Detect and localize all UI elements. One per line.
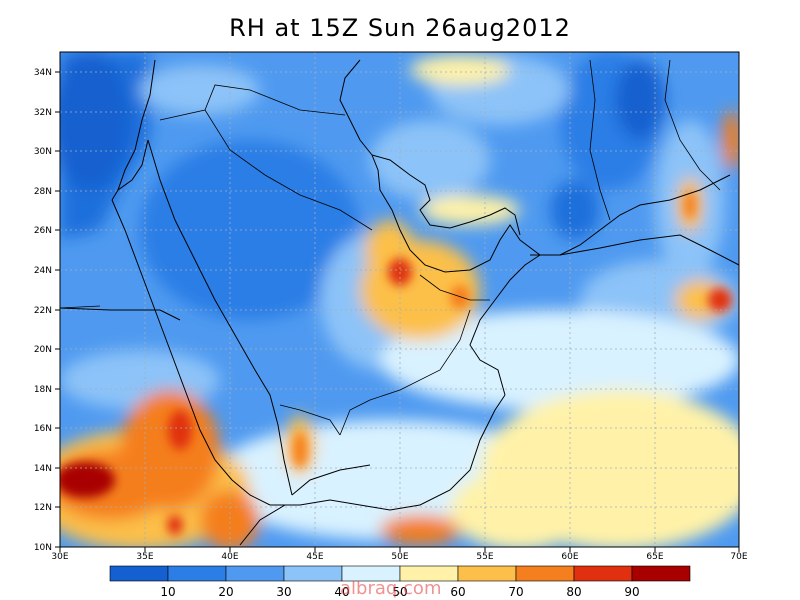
watermark: albraq.com bbox=[340, 578, 442, 599]
colorbar-swatch bbox=[631, 565, 691, 582]
lon-tick-label: 40E bbox=[221, 552, 238, 562]
colorbar-swatch bbox=[573, 565, 633, 582]
lat-tick-label: 28N bbox=[34, 187, 52, 197]
colorbar-label: 30 bbox=[276, 585, 291, 599]
lat-tick-label: 16N bbox=[34, 424, 52, 434]
lat-tick-label: 32N bbox=[34, 108, 52, 118]
lat-tick-label: 20N bbox=[34, 345, 52, 355]
colorbar-swatch bbox=[283, 565, 343, 582]
lat-tick-label: 34N bbox=[34, 68, 52, 78]
colorbar-label: 60 bbox=[450, 585, 465, 599]
lon-tick-label: 70E bbox=[730, 552, 747, 562]
colorbar-label: 50 bbox=[392, 585, 407, 599]
lon-tick-label: 55E bbox=[476, 552, 493, 562]
colorbar-swatch bbox=[109, 565, 169, 582]
colorbar-swatch bbox=[225, 565, 285, 582]
rh-field bbox=[60, 52, 739, 547]
lon-axis: 30E 35E 40E 45E 50E 55E 60E 65E 70E bbox=[51, 552, 747, 562]
lat-tick-label: 24N bbox=[34, 266, 52, 276]
lat-tick-label: 18N bbox=[34, 385, 52, 395]
tick-marks bbox=[55, 71, 740, 552]
lat-tick-label: 30N bbox=[34, 147, 52, 157]
colorbar-label: 70 bbox=[508, 585, 523, 599]
lon-tick-label: 60E bbox=[561, 552, 578, 562]
colorbar-label: 90 bbox=[624, 585, 639, 599]
colorbar-label: 10 bbox=[160, 585, 175, 599]
borders bbox=[60, 59, 721, 436]
grid bbox=[60, 52, 739, 547]
colorbar-label: 20 bbox=[218, 585, 233, 599]
coastlines bbox=[60, 59, 739, 546]
lon-tick-label: 45E bbox=[306, 552, 323, 562]
lat-tick-label: 22N bbox=[34, 306, 52, 316]
colorbar-labels: 10 20 30 40 50 60 70 80 90 bbox=[160, 585, 639, 599]
colorbar-swatch bbox=[167, 565, 227, 582]
lat-axis: 10N 12N 14N 16N 18N 20N 22N 24N 26N 28N … bbox=[34, 68, 52, 553]
lon-tick-label: 65E bbox=[646, 552, 663, 562]
colorbar-swatch bbox=[515, 565, 575, 582]
lon-tick-label: 30E bbox=[51, 552, 68, 562]
colorbar-label: 80 bbox=[566, 585, 581, 599]
colorbar-label: 40 bbox=[334, 585, 349, 599]
lat-tick-label: 12N bbox=[34, 503, 52, 513]
chart-title: RH at 15Z Sun 26aug2012 bbox=[229, 14, 571, 42]
lon-tick-label: 50E bbox=[391, 552, 408, 562]
colorbar-swatch bbox=[457, 565, 517, 582]
colorbar bbox=[109, 565, 691, 582]
lon-tick-label: 35E bbox=[136, 552, 153, 562]
lat-tick-label: 26N bbox=[34, 226, 52, 236]
lat-tick-label: 10N bbox=[34, 543, 52, 553]
lat-tick-label: 14N bbox=[34, 464, 52, 474]
